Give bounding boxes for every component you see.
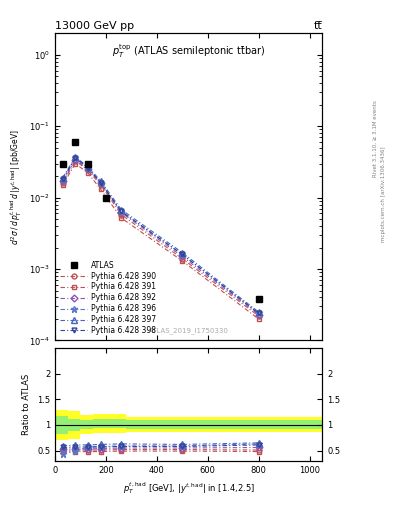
Text: ATLAS_2019_I1750330: ATLAS_2019_I1750330	[149, 328, 229, 334]
Line: Pythia 6.428 390: Pythia 6.428 390	[60, 158, 261, 318]
Pythia 6.428 392	[86, 166, 90, 172]
Pythia 6.428 397	[256, 309, 261, 315]
Line: Pythia 6.428 396: Pythia 6.428 396	[59, 155, 262, 317]
Pythia 6.428 397	[119, 206, 123, 212]
ATLAS	[256, 296, 261, 302]
Line: Pythia 6.428 391: Pythia 6.428 391	[60, 161, 261, 322]
Pythia 6.428 396	[73, 155, 78, 161]
Pythia 6.428 390	[256, 313, 261, 319]
Pythia 6.428 390	[99, 182, 103, 188]
Pythia 6.428 398	[60, 176, 65, 182]
Pythia 6.428 390	[119, 211, 123, 218]
Pythia 6.428 391	[60, 182, 65, 188]
Text: 13000 GeV pp: 13000 GeV pp	[55, 21, 134, 31]
Legend: ATLAS, Pythia 6.428 390, Pythia 6.428 391, Pythia 6.428 392, Pythia 6.428 396, P: ATLAS, Pythia 6.428 390, Pythia 6.428 39…	[59, 259, 158, 337]
Pythia 6.428 391	[73, 160, 78, 166]
Pythia 6.428 391	[86, 170, 90, 176]
Pythia 6.428 396	[119, 208, 123, 215]
Pythia 6.428 391	[119, 215, 123, 221]
Pythia 6.428 398	[180, 251, 185, 258]
Pythia 6.428 398	[256, 310, 261, 316]
Pythia 6.428 390	[180, 255, 185, 262]
Y-axis label: $d^2\sigma\,/\,d\,p_T^{t,\mathrm{had}}\,d\,|y^{t,\mathrm{had}}|$ [pb/GeV]: $d^2\sigma\,/\,d\,p_T^{t,\mathrm{had}}\,…	[8, 129, 24, 245]
Pythia 6.428 392	[60, 178, 65, 184]
Pythia 6.428 392	[256, 312, 261, 318]
Pythia 6.428 396	[256, 310, 261, 316]
Pythia 6.428 391	[180, 258, 185, 264]
Pythia 6.428 391	[99, 186, 103, 193]
ATLAS	[60, 160, 65, 166]
Text: $p_T^{\mathrm{top}}$ (ATLAS semileptonic tt̄bar): $p_T^{\mathrm{top}}$ (ATLAS semileptonic…	[112, 42, 265, 60]
Pythia 6.428 398	[119, 208, 123, 215]
Text: mcplots.cern.ch [arXiv:1306.3436]: mcplots.cern.ch [arXiv:1306.3436]	[381, 147, 386, 242]
Pythia 6.428 397	[180, 249, 185, 255]
Pythia 6.428 392	[180, 253, 185, 260]
Pythia 6.428 390	[73, 158, 78, 164]
Line: Pythia 6.428 392: Pythia 6.428 392	[60, 157, 261, 317]
Y-axis label: Ratio to ATLAS: Ratio to ATLAS	[22, 374, 31, 435]
Text: Rivet 3.1.10, ≥ 3.1M events: Rivet 3.1.10, ≥ 3.1M events	[373, 100, 378, 177]
Line: Pythia 6.428 398: Pythia 6.428 398	[60, 156, 261, 316]
Pythia 6.428 392	[73, 157, 78, 163]
Pythia 6.428 390	[60, 180, 65, 186]
Pythia 6.428 397	[86, 164, 90, 170]
Pythia 6.428 396	[60, 176, 65, 182]
Pythia 6.428 398	[86, 165, 90, 171]
Pythia 6.428 396	[180, 251, 185, 258]
ATLAS	[73, 139, 78, 145]
ATLAS	[86, 160, 90, 166]
Line: ATLAS: ATLAS	[59, 139, 262, 303]
Line: Pythia 6.428 397: Pythia 6.428 397	[59, 154, 262, 315]
Pythia 6.428 392	[99, 180, 103, 186]
Pythia 6.428 398	[99, 180, 103, 186]
X-axis label: $p_T^{t,\mathrm{had}}$ [GeV], $|y^{t,\mathrm{had}}|$ in [1.4,2.5]: $p_T^{t,\mathrm{had}}$ [GeV], $|y^{t,\ma…	[123, 480, 255, 496]
Pythia 6.428 397	[60, 175, 65, 181]
Pythia 6.428 391	[256, 316, 261, 322]
Pythia 6.428 392	[119, 209, 123, 216]
Pythia 6.428 397	[73, 154, 78, 160]
Pythia 6.428 396	[99, 180, 103, 186]
Pythia 6.428 390	[86, 167, 90, 174]
ATLAS	[104, 195, 108, 201]
Pythia 6.428 396	[86, 165, 90, 171]
Pythia 6.428 397	[99, 178, 103, 184]
Pythia 6.428 398	[73, 155, 78, 161]
Text: tt̅: tt̅	[314, 21, 322, 31]
